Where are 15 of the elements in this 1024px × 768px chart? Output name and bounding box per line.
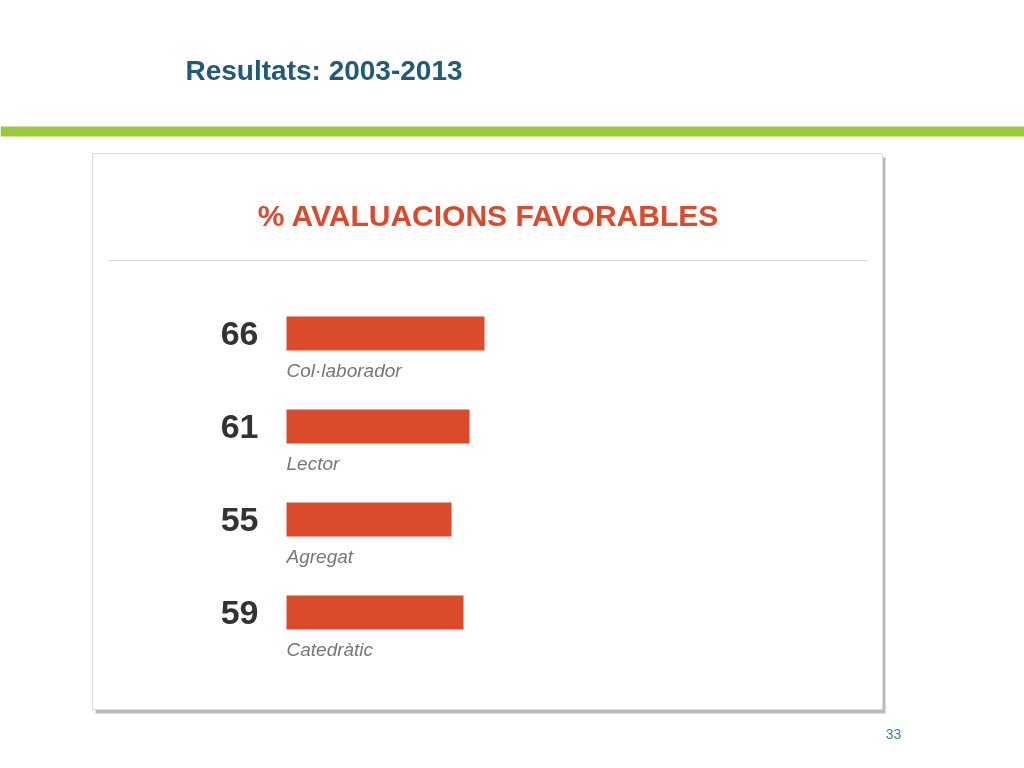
bar [286, 316, 485, 351]
bar [286, 409, 470, 444]
y-tick-label: Agregat [285, 546, 354, 567]
y-tick-label: Catedràtic [286, 639, 374, 660]
chart-subtitle: % AVALUACIONS FAVORABLES [257, 199, 719, 232]
data-label: 59 [220, 593, 259, 631]
y-tick-label: Lector [286, 453, 340, 474]
bar [286, 595, 464, 630]
chart-title: Resultats: 2003-2013 [185, 55, 463, 86]
data-label: 66 [220, 314, 259, 352]
text: 33 [885, 725, 902, 742]
data-label: 61 [220, 407, 259, 445]
bar [286, 502, 452, 537]
data-label: 55 [220, 500, 259, 538]
y-tick-label: Col·laborador [286, 360, 403, 381]
